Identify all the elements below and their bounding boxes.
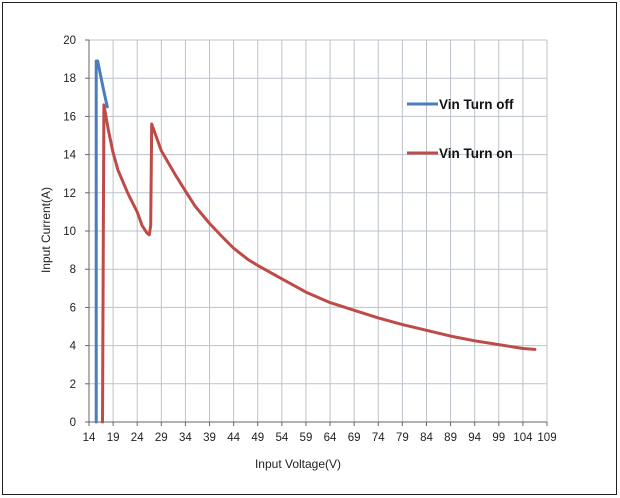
x-tick-label: 99 <box>492 432 505 444</box>
axes <box>85 39 548 426</box>
x-tick-label: 74 <box>372 432 385 444</box>
x-tick-labels: 14 19 24 29 34 39 44 49 54 59 64 69 74 79 84 89 94 99 104 1… <box>83 432 557 444</box>
x-tick-label: 34 <box>179 432 192 444</box>
y-tick-label: 12 <box>63 188 76 200</box>
series-lines <box>94 59 537 424</box>
series-line-vin-turn-on <box>101 103 537 424</box>
x-tick-label: 39 <box>203 432 216 444</box>
x-tick-label: 94 <box>468 432 481 444</box>
y-tick-label: 8 <box>70 264 76 276</box>
y-tick-label: 0 <box>70 417 76 429</box>
y-tick-label: 20 <box>63 35 76 47</box>
series-line-vin-turn-off <box>94 59 109 424</box>
x-tick-label: 19 <box>107 432 120 444</box>
y-axis-title: Input Current(A) <box>39 187 53 273</box>
x-tick-label: 104 <box>513 432 533 444</box>
x-tick-label: 59 <box>300 432 313 444</box>
x-axis-title: Input Voltage(V) <box>255 457 341 471</box>
x-tick-label: 24 <box>131 432 144 444</box>
x-tick-label: 29 <box>155 432 168 444</box>
legend-label: Vin Turn off <box>439 97 514 112</box>
y-tick-label: 6 <box>70 302 76 314</box>
x-tick-label: 109 <box>537 432 556 444</box>
y-tick-label: 18 <box>63 73 76 85</box>
legend: Vin Turn off Vin Turn on <box>407 97 514 161</box>
x-tick-label: 84 <box>420 432 433 444</box>
y-tick-label: 14 <box>63 150 76 162</box>
legend-label: Vin Turn on <box>439 146 513 161</box>
x-tick-label: 14 <box>83 432 96 444</box>
x-tick-label: 54 <box>275 432 288 444</box>
x-tick-label: 79 <box>396 432 409 444</box>
y-tick-label: 4 <box>70 341 77 353</box>
x-tick-label: 69 <box>348 432 361 444</box>
y-tick-label: 2 <box>70 379 76 391</box>
x-tick-label: 89 <box>444 432 457 444</box>
y-tick-label: 10 <box>63 226 76 238</box>
x-tick-label: 49 <box>251 432 264 444</box>
y-tick-labels: 0 2 4 6 8 10 12 14 16 18 20 <box>63 35 76 429</box>
y-tick-label: 16 <box>63 111 76 123</box>
x-tick-label: 64 <box>324 432 337 444</box>
x-tick-label: 44 <box>227 432 240 444</box>
